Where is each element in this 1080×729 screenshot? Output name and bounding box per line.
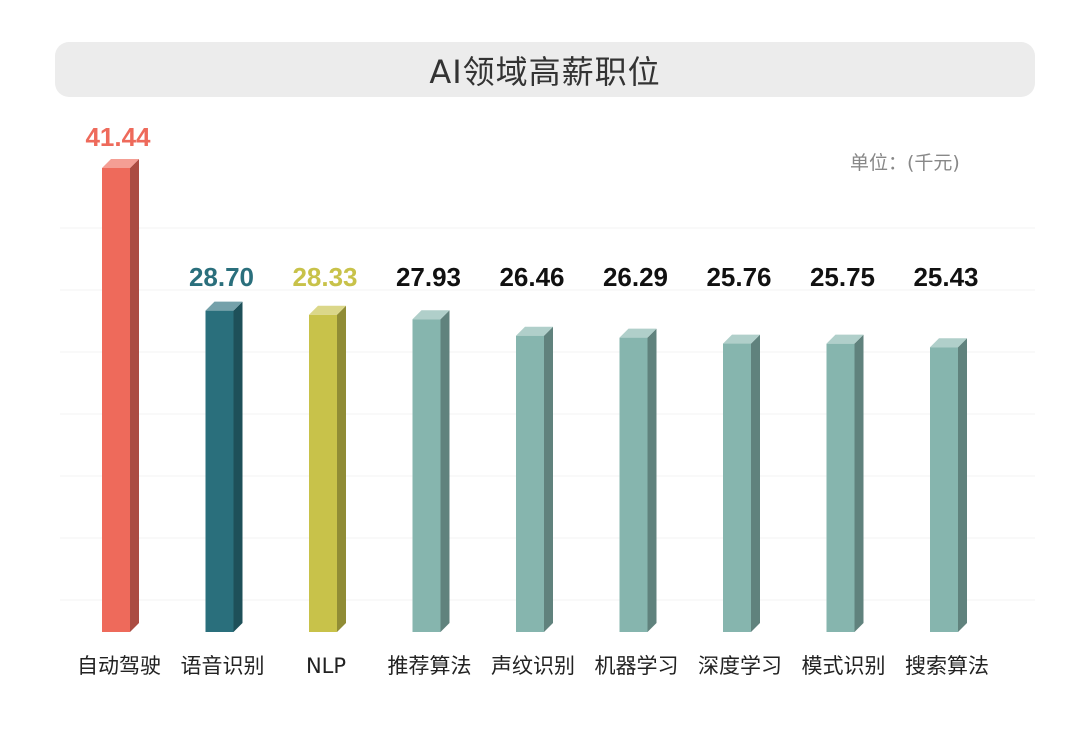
chart-title: AI领域高薪职位 bbox=[429, 52, 661, 91]
bar-top bbox=[723, 334, 760, 344]
bar-value-label: 27.93 bbox=[396, 262, 461, 292]
bar-value-label: 41.44 bbox=[85, 122, 151, 152]
bar-value-label: 25.75 bbox=[810, 262, 875, 292]
bar bbox=[723, 343, 751, 632]
bar-top bbox=[619, 328, 657, 338]
bar bbox=[309, 314, 337, 632]
category-label: 声纹识别 bbox=[491, 654, 575, 678]
bar-side bbox=[544, 326, 553, 632]
bar bbox=[516, 335, 544, 632]
bar-side bbox=[440, 310, 450, 632]
bar-value-label: 28.33 bbox=[292, 262, 357, 292]
bar bbox=[205, 310, 234, 632]
bar bbox=[826, 343, 855, 632]
bar-side bbox=[337, 305, 346, 632]
bar-value-label: 26.46 bbox=[499, 262, 564, 292]
category-label: 语音识别 bbox=[181, 654, 265, 678]
bar-side bbox=[958, 338, 967, 632]
bar-top bbox=[412, 310, 450, 320]
bar-side bbox=[647, 328, 657, 632]
bar-top bbox=[826, 334, 864, 344]
bar-top bbox=[205, 301, 243, 311]
category-label: 模式识别 bbox=[802, 654, 886, 678]
bar bbox=[412, 319, 441, 632]
bar-side bbox=[130, 159, 139, 632]
bar-value-label: 25.43 bbox=[913, 262, 978, 292]
category-label: 机器学习 bbox=[595, 654, 679, 678]
bar-value-label: 28.70 bbox=[189, 262, 254, 292]
bar-side bbox=[854, 334, 864, 632]
category-label: 推荐算法 bbox=[388, 654, 472, 678]
category-label: 深度学习 bbox=[698, 654, 782, 678]
category-label: NLP bbox=[306, 654, 346, 678]
bar-top bbox=[516, 326, 553, 336]
bar bbox=[102, 168, 130, 632]
category-label: 自动驾驶 bbox=[77, 654, 161, 678]
category-label: 搜索算法 bbox=[905, 654, 989, 678]
unit-label: 单位：(千元) bbox=[850, 152, 960, 174]
bar-value-label: 26.29 bbox=[603, 262, 668, 292]
bar bbox=[930, 347, 958, 632]
bar-top bbox=[102, 159, 139, 168]
bar-top bbox=[930, 338, 967, 348]
bar-side bbox=[751, 334, 760, 632]
chart-title-bar: AI领域高薪职位 bbox=[55, 42, 1035, 97]
bar-value-label: 25.76 bbox=[706, 262, 771, 292]
bar-side bbox=[233, 301, 243, 632]
bar bbox=[619, 337, 648, 632]
bar-top bbox=[309, 305, 346, 315]
